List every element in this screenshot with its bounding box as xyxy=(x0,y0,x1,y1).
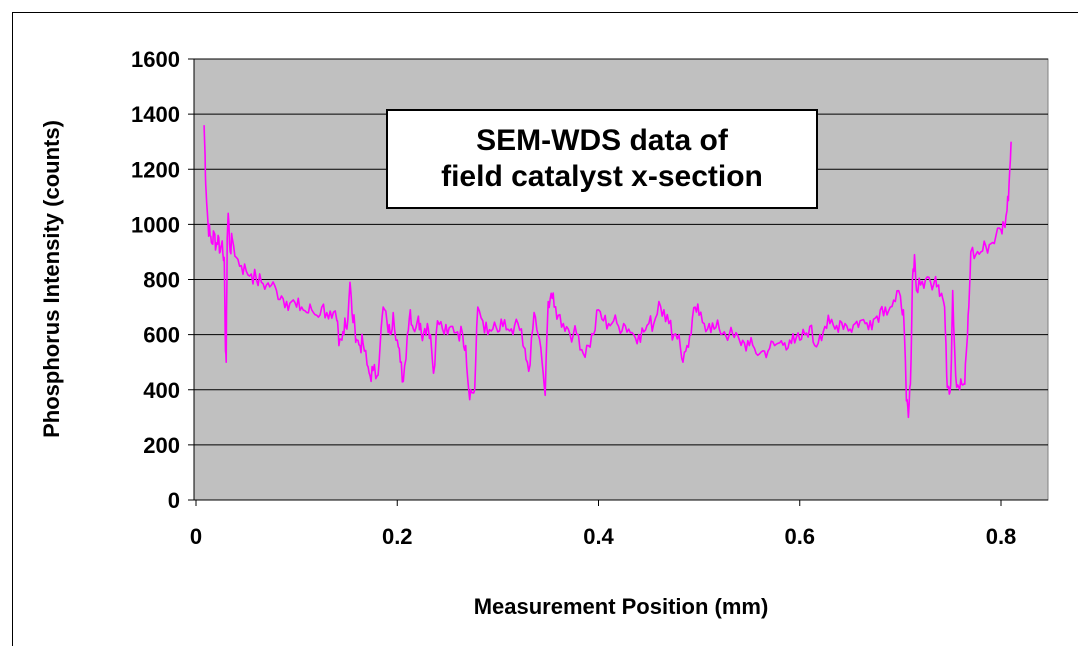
y-tick-label: 1400 xyxy=(131,102,180,127)
y-tick-label: 800 xyxy=(143,268,180,293)
chart-frame: 0 200 400 600 800 1000 1200 1400 1600 0 0.2 0.4 0.6… xyxy=(12,12,1078,646)
annotation-box: SEM-WDS data of field catalyst x-section xyxy=(386,109,818,209)
y-tick-label: 1000 xyxy=(131,212,180,237)
x-tick-label: 0.8 xyxy=(986,524,1017,549)
x-tick-label: 0.2 xyxy=(382,524,413,549)
x-tick-labels: 0 0.2 0.4 0.6 0.8 xyxy=(190,524,1016,549)
y-tick-label: 1600 xyxy=(131,47,180,72)
y-tick-label: 1200 xyxy=(131,157,180,182)
y-tick-labels: 0 200 400 600 800 1000 1200 1400 1600 xyxy=(131,47,180,513)
y-axis-title: Phosphorus Intensity (counts) xyxy=(39,120,64,438)
x-tick-label: 0.4 xyxy=(583,524,614,549)
tick-marks xyxy=(188,58,1048,506)
series-line xyxy=(203,125,1012,419)
x-tick-label: 0 xyxy=(190,524,202,549)
x-tick-label: 0.6 xyxy=(784,524,815,549)
y-tick-label: 600 xyxy=(143,323,180,348)
x-axis-title: Measurement Position (mm) xyxy=(474,594,769,619)
series-group xyxy=(203,125,1012,419)
y-tick-label: 400 xyxy=(143,378,180,403)
y-tick-label: 200 xyxy=(143,433,180,458)
y-tick-label: 0 xyxy=(168,488,180,513)
